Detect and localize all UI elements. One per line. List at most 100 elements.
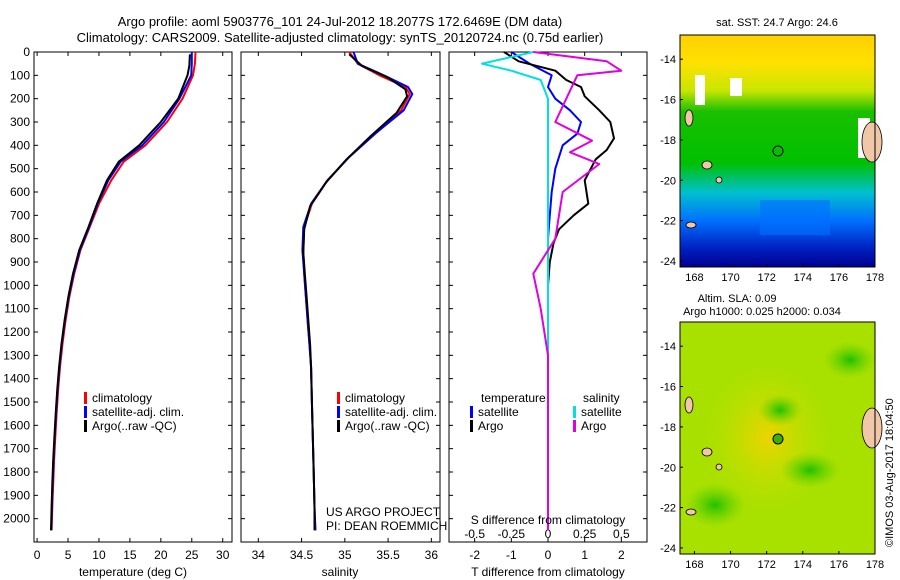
series-line-t-satellite — [510, 51, 582, 531]
sst-map-title: sat. SST: 24.7 Argo: 24.6 — [716, 17, 838, 29]
x-tick-label: 10 — [92, 548, 106, 562]
map-y-tick-label: -22 — [660, 503, 676, 515]
temperature-series — [50, 51, 197, 531]
x-tick-label: 34 — [252, 548, 266, 562]
salinity-xlabel: salinity — [322, 565, 359, 579]
depth-tick-label: 1100 — [4, 302, 30, 316]
map-x-tick-label: 174 — [794, 559, 812, 571]
series-line-argo — [302, 53, 409, 531]
difference-xlabel: T difference from climatology — [471, 565, 625, 579]
map-x-tick-label: 176 — [830, 272, 848, 284]
legend-label-climatology: climatology — [92, 391, 152, 405]
map-y-tick-label: -24 — [660, 543, 676, 555]
legend-swatch-argo — [84, 420, 87, 432]
x-tick-label: 25 — [185, 548, 199, 562]
temperature-panel: 0 5 10 15 20 25 30 temperature (deg C) climato… — [33, 51, 233, 579]
x-tick-label: 0 — [545, 548, 552, 562]
island-vanuatu — [684, 396, 694, 414]
depth-tick-label: 1300 — [3, 348, 30, 362]
depth-tick-label: 200 — [10, 92, 30, 106]
legend-swatch-t-satellite — [470, 406, 473, 418]
legend-swatch-climatology — [84, 392, 87, 404]
map-x-tick-label: 172 — [757, 559, 775, 571]
island-new-caledonia — [861, 121, 883, 163]
sla-low — [780, 452, 840, 488]
sst-map-ticks: 168 170 172 174 176 178 -14 -16 -18 -20 -22 -24 — [660, 54, 884, 284]
sla-map-frame — [679, 321, 876, 555]
island-vanuatu — [701, 160, 713, 170]
depth-axis: 0 100 200 300 400 500 600 700 800 900 1000 1100 1200… — [3, 45, 647, 526]
temperature-legend: climatology satellite-adj. clim. Argo(..… — [84, 391, 184, 433]
sla-map-title-line2: Argo h1000: 0.025 h2000: 0.034 — [683, 306, 841, 318]
x-tick-label: 2 — [618, 548, 625, 562]
sst-cloud-gap — [695, 75, 705, 105]
argo-position-marker — [772, 145, 784, 157]
legend-label-argo: Argo(..raw -QC) — [345, 419, 430, 433]
map-y-tick-label: -22 — [660, 216, 676, 228]
map-y-tick-label: -16 — [660, 95, 676, 107]
depth-tick-label: 1600 — [3, 418, 30, 432]
depth-tick-label: 1500 — [3, 395, 30, 409]
legend-swatch-s-argo — [573, 420, 576, 432]
map-y-tick-label: -20 — [660, 462, 676, 474]
map-x-tick-label: 170 — [721, 559, 739, 571]
difference-legend: temperature salinity satellite Argo sate… — [470, 391, 622, 433]
legend-label-satellite: satellite-adj. clim. — [345, 405, 437, 419]
map-x-tick-label: 168 — [685, 272, 703, 284]
x-tick-label: 35 — [338, 548, 352, 562]
sst-map-frame — [679, 34, 876, 268]
map-x-tick-label: 168 — [685, 559, 703, 571]
depth-tick-label: 300 — [10, 115, 30, 129]
header-line2: Climatology: CARS2009. Satellite-adjuste… — [77, 30, 604, 45]
legend-label-satellite: satellite-adj. clim. — [92, 405, 184, 419]
depth-tick-label: 800 — [10, 232, 30, 246]
series-line-satellite — [50, 52, 193, 531]
sla-map-title-line1: Altim. SLA: 0.09 — [698, 293, 777, 305]
x-tick-label: 34.5 — [290, 548, 314, 562]
x-tick-label: 20 — [154, 548, 168, 562]
series-line-climatology — [302, 51, 411, 531]
map-y-tick-label: -16 — [660, 382, 676, 394]
salinity-ticks: 34 34.5 35 35.5 36 — [252, 52, 438, 562]
legend-swatch-climatology — [337, 392, 340, 404]
depth-tick-label: 1200 — [3, 325, 30, 339]
map-x-tick-label: 170 — [721, 272, 739, 284]
map-y-tick-label: -24 — [660, 256, 676, 268]
depth-tick-label: 1800 — [3, 465, 30, 479]
map-x-tick-label: 172 — [757, 272, 775, 284]
legend-title-salinity: salinity — [583, 391, 620, 405]
depth-tick-label: 1900 — [3, 488, 30, 502]
legend-label-argo: Argo(..raw -QC) — [92, 419, 177, 433]
legend-label-t-argo: Argo — [478, 419, 504, 433]
salinity-legend: climatology satellite-adj. clim. Argo(..… — [337, 391, 437, 433]
x-tick-label: -2 — [469, 548, 480, 562]
x-tick-label: 0 — [34, 548, 41, 562]
salinity-series — [301, 51, 414, 531]
sst-map: sat. SST: 24.7 Argo: 24.6 168 170 172 174 17… — [660, 17, 884, 284]
s-diff-tick-label: 0 — [545, 527, 552, 541]
project-line2: PI: DEAN ROEMMICH — [326, 519, 447, 533]
island-vanuatu — [715, 463, 723, 471]
map-x-tick-label: 174 — [794, 272, 812, 284]
sla-map: Altim. SLA: 0.09 Argo h1000: 0.025 h2000… — [660, 293, 884, 571]
x-tick-label: 5 — [65, 548, 72, 562]
depth-tick-label: 900 — [10, 255, 30, 269]
sla-low — [685, 483, 745, 527]
depth-tick-label: 0 — [23, 45, 30, 59]
temperature-plot-frame — [33, 51, 233, 543]
island-vanuatu — [685, 221, 697, 229]
island-vanuatu — [701, 447, 713, 457]
map-y-tick-label: -18 — [660, 422, 676, 434]
island-vanuatu — [684, 109, 694, 127]
s-diff-tick-label: -0.5 — [464, 527, 485, 541]
legend-label-climatology: climatology — [345, 391, 405, 405]
x-tick-label: 1 — [581, 548, 588, 562]
difference-top-axis-label: S difference from climatology — [471, 513, 626, 527]
depth-tick-label: 500 — [10, 162, 30, 176]
map-x-tick-label: 178 — [866, 559, 884, 571]
legend-title-temperature: temperature — [481, 391, 546, 405]
header-line1: Argo profile: aoml 5903776_101 24-Jul-20… — [118, 14, 562, 29]
island-new-caledonia — [861, 407, 883, 449]
map-x-tick-label: 176 — [830, 559, 848, 571]
